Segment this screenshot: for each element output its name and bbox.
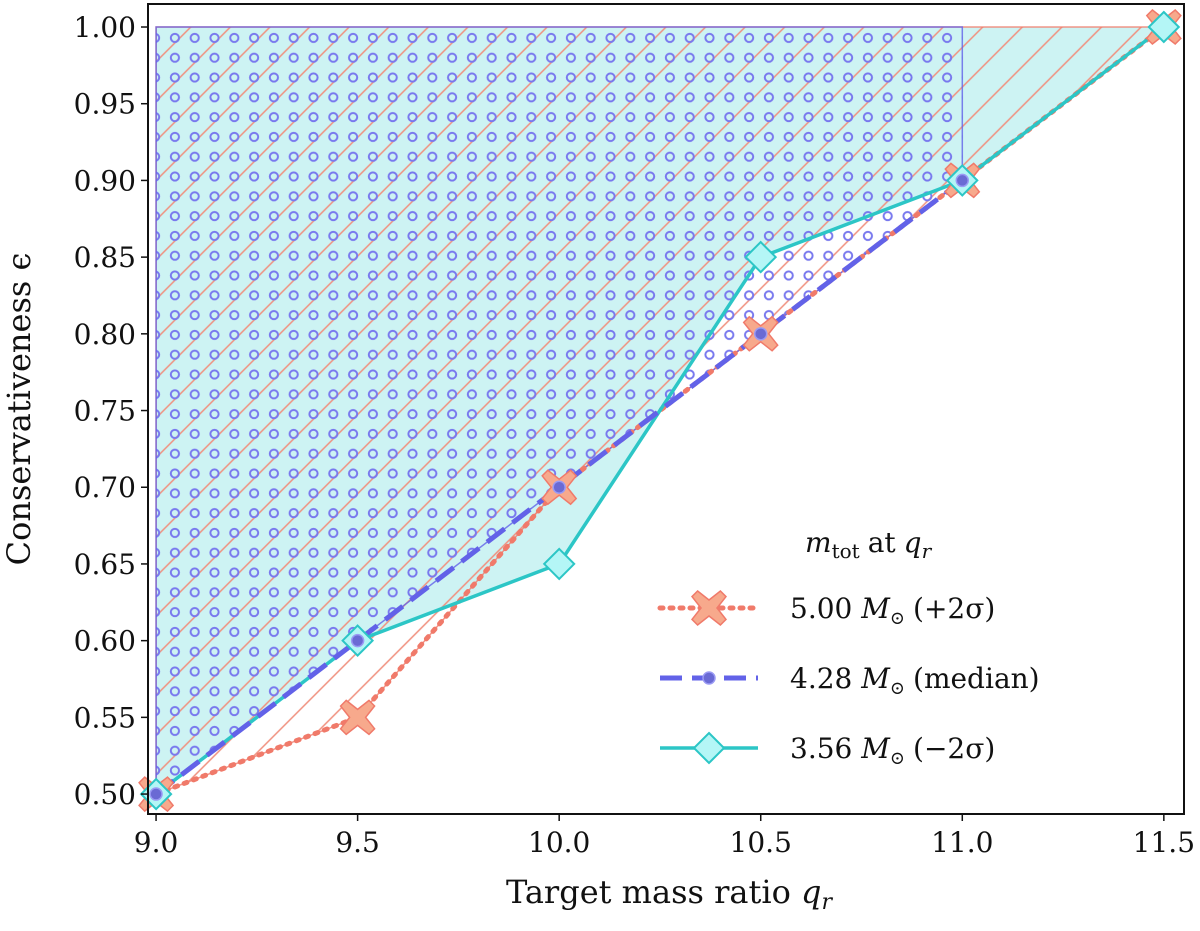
marker-median-1 [350,633,365,648]
legend-title-subscript: tot [832,539,860,563]
legend-title-q-subscript: r [922,539,933,563]
marker--2sigma-2 [542,547,576,581]
legend-unit: M [860,662,891,695]
marker-median-3 [753,327,768,341]
y-tick-label: 0.85 [74,241,136,274]
x-tick-label: 9.0 [134,826,179,859]
legend-title-at: at [868,526,897,559]
legend-note: (median) [913,662,1040,695]
y-tick-label: 0.90 [74,164,136,197]
legend-unit: M [860,592,891,625]
legend-title-symbol: m [805,526,832,559]
y-axis-ticks: 0.50 0.55 0.60 0.65 0.70 0.75 0.80 0.85 0.90 0.95… [74,11,148,811]
y-tick-label: 0.75 [74,395,136,428]
legend-item--2sigma: 3.56 M⊙ (−2σ) [660,731,995,769]
legend-unit: M [860,732,891,765]
y-tick-label: 1.00 [74,11,136,44]
x-tick-label: 11.5 [1133,826,1195,859]
x-tick-label: 10.5 [730,826,792,859]
x-axis-label-text: Target mass ratio [506,873,791,911]
legend-marker-+2sigma [690,589,728,627]
legend: mtot at qr 5.00 M⊙ (+2σ)4.28 M⊙ (median)3.56… [657,526,1040,769]
legend-label-median: 4.28 M⊙ (median) [790,662,1040,699]
y-axis-label: Conservativeness ϵ [0,253,38,566]
legend-title: mtot at qr [805,526,933,563]
legend-marker--2sigma [692,731,726,765]
series-lines [153,24,1167,797]
x-tick-label: 11.0 [931,826,993,859]
x-axis-label: Target mass ratio qr [506,873,834,915]
x-axis-ticks: 9.0 9.5 10.0 10.5 11.0 11.5 [134,814,1195,859]
legend-mass: 5.00 [790,592,861,625]
y-tick-label: 0.70 [74,471,136,504]
marker-median-4 [955,173,970,188]
marker-median-0 [149,787,163,801]
x-axis-label-symbol: q [801,873,821,911]
series-markers [138,8,1182,813]
y-tick-label: 0.50 [74,778,136,811]
line-median [154,178,964,797]
legend-note: (−2σ) [913,732,995,765]
legend-marker-median [702,671,716,685]
legend-item-median: 4.28 M⊙ (median) [660,662,1040,699]
legend-note: (+2σ) [913,592,995,625]
legend-unit-sub: ⊙ [890,748,905,769]
y-tick-label: 0.80 [74,318,136,351]
y-tick-label: 0.65 [74,548,136,581]
plot-frame [147,3,1185,815]
legend-mass: 3.56 [790,732,861,765]
x-axis-label-subscript: r [821,890,833,915]
legend-unit-sub: ⊙ [890,608,905,629]
marker--2sigma-5 [1147,10,1181,44]
marker-median-2 [552,480,566,494]
y-tick-label: 0.60 [74,625,136,658]
legend-title-q: q [904,526,922,559]
marker-+2sigma-1 [339,699,376,736]
legend-label--2sigma: 3.56 M⊙ (−2σ) [790,732,995,769]
legend-unit-sub: ⊙ [890,678,905,699]
y-tick-label: 0.95 [74,88,136,121]
marker--2sigma-3 [744,240,778,274]
x-tick-label: 9.5 [335,826,380,859]
legend-mass: 4.28 [790,662,861,695]
legend-label-+2sigma: 5.00 M⊙ (+2σ) [790,592,995,629]
legend-item-+2sigma: 5.00 M⊙ (+2σ) [657,589,995,629]
x-tick-label: 10.0 [528,826,590,859]
y-tick-label: 0.55 [74,701,136,734]
